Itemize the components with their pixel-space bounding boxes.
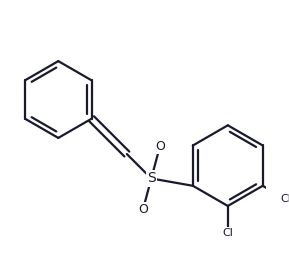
Text: S: S [147, 171, 156, 186]
Text: Cl: Cl [281, 194, 289, 204]
Text: Cl: Cl [222, 228, 233, 238]
Text: O: O [155, 140, 165, 153]
Text: O: O [138, 203, 148, 217]
